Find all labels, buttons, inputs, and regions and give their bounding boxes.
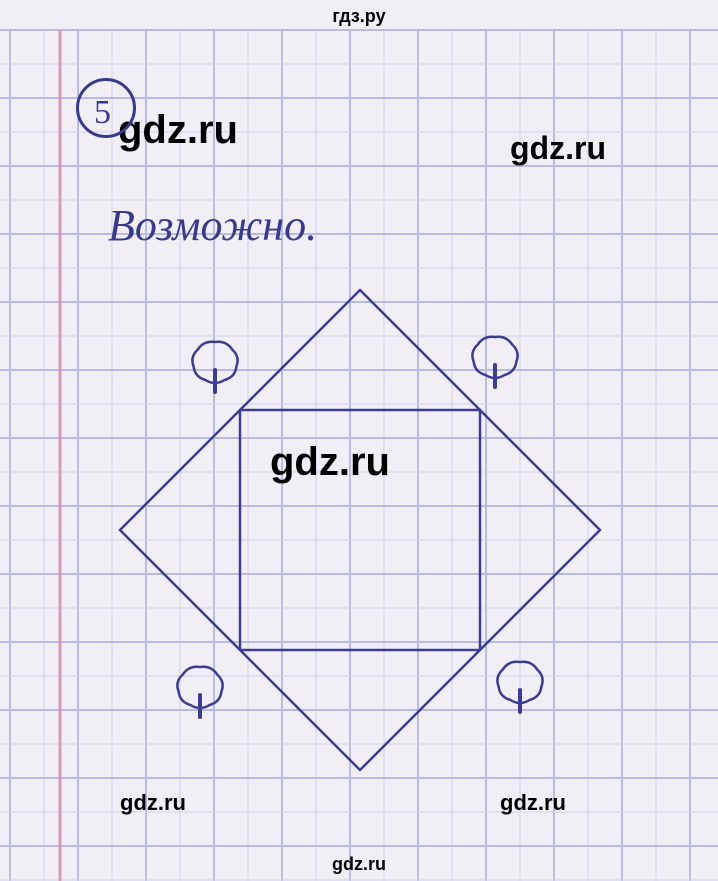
watermark: gdz.ru <box>270 440 390 485</box>
watermark: gdz.ru <box>510 130 606 167</box>
watermark: gdz.ru <box>500 790 566 816</box>
graph-paper-page: гдз.ру gdz.ru gdz.ru gdz.ru gdz.ru gdz.ru gd… <box>0 0 718 881</box>
watermark: gdz.ru <box>120 790 186 816</box>
site-footer-label: gdz.ru <box>0 854 718 875</box>
watermark: gdz.ru <box>118 108 238 153</box>
problem-number: 5 <box>94 94 111 132</box>
site-header-label: гдз.ру <box>0 6 718 27</box>
answer-text: Возможно. <box>108 200 317 251</box>
